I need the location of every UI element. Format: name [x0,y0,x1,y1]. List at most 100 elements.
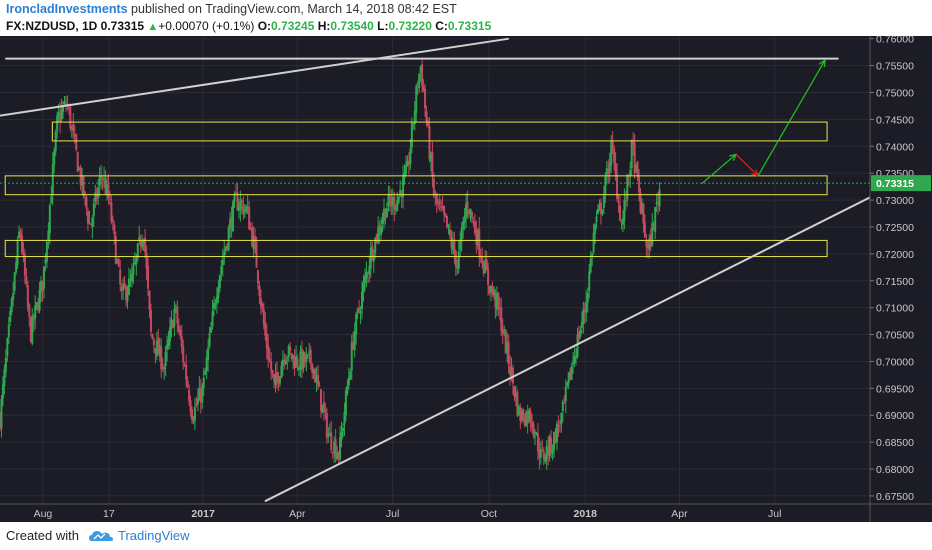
candle-body [48,204,51,234]
candle-body [377,227,380,243]
candle-body [541,449,544,451]
candle-body [457,251,460,269]
y-tick-label: 0.68000 [876,464,914,476]
candle-body [509,366,512,375]
candle-body [642,203,645,224]
candle-body [0,398,3,429]
zone-box-3 [4,239,828,258]
candle-body [510,368,513,377]
candle-body [513,386,516,397]
candle-body [28,304,31,318]
candle-body [456,266,459,269]
candle-body [426,121,429,126]
candle-body [566,382,569,386]
price-chart[interactable]: 0.760000.755000.750000.745000.740000.735… [0,34,932,522]
candle-body [623,200,626,221]
candle-body [441,206,444,209]
candle-body [251,227,254,246]
candle-body [487,268,490,285]
candle-body [227,227,230,250]
candle-body [476,230,479,246]
candle-body [176,306,179,324]
candle-body [451,242,454,250]
candle-body [302,352,305,369]
tradingview-brand[interactable]: TradingView [118,528,190,543]
candle-body [564,386,567,402]
candle-body [614,163,617,175]
author-link[interactable]: IroncladInvestments [6,2,128,16]
candle-body [104,179,107,195]
candle-body [538,448,541,459]
tradingview-cloud-icon [89,531,113,541]
candle-body [7,324,10,338]
candle-body [23,254,26,276]
symbol-label[interactable]: FX:NZDUSD, 1D [6,19,98,33]
candle-body [567,372,570,384]
close-value: 0.73315 [447,19,492,33]
candle-body [113,224,116,234]
candle-body [415,86,418,113]
candle-body [470,211,473,219]
candle-body [218,275,221,289]
candle-body [621,218,624,225]
candle-body [149,310,152,332]
candle-body [117,259,120,267]
chart-header: IroncladInvestments published on Trading… [0,0,932,36]
candle-body [544,457,547,462]
candle-body [635,164,638,172]
upper-trendline [0,37,509,117]
candle-body [397,196,400,203]
candle-body [73,134,76,137]
candle-body [368,266,371,275]
candle-body [236,192,239,211]
candle-body [651,223,654,246]
candle-body [126,292,129,302]
price-axis[interactable]: 0.760000.755000.750000.745000.740000.735… [869,34,931,522]
candle-body [92,203,95,217]
candle-body [468,210,471,215]
candle-body [466,201,469,209]
candle-body [57,112,60,117]
candle-body [570,366,573,380]
candle-body [447,225,450,228]
candle-body [330,432,333,451]
candle-body [254,235,257,244]
candle-body [611,141,614,149]
candle-body [139,240,142,247]
change-value: +0.00070 (+0.1%) [158,19,255,33]
candle-body [89,223,92,225]
candle-body [620,220,623,223]
candle-body [547,447,550,455]
candle-body [557,425,560,428]
candle-body [422,85,425,92]
candle-body [278,376,281,384]
candle-body [287,345,290,358]
candle-body [18,231,21,238]
candle-body [418,74,421,88]
candle-body [585,301,588,313]
chart-background [0,36,932,522]
grid-lines [0,36,932,522]
candle-body [298,367,301,370]
candle-body [648,238,651,250]
candle-body [85,196,88,209]
candle-body [167,339,170,346]
candle-body [459,239,462,250]
candle-body [346,386,349,394]
candle-body [618,205,621,221]
candle-body [347,377,350,386]
candle-body [617,201,620,203]
candle-body [371,246,374,260]
candle-body [484,260,487,274]
y-tick-label: 0.73000 [876,195,914,207]
candle-body [627,174,630,176]
candle-body [29,318,32,342]
candle-body [86,211,89,224]
candle-body [488,285,491,293]
time-axis[interactable]: Aug 17 2017 Apr Jul Oct 2018 Apr Jul [0,503,932,520]
candle-body [328,433,331,436]
candle-body [239,201,242,210]
candle-body [396,199,399,211]
chart-area[interactable]: 0.76000 0.75500 0.75000 0.74500 0.74000 0.735… [0,34,932,522]
candle-body [75,133,78,150]
